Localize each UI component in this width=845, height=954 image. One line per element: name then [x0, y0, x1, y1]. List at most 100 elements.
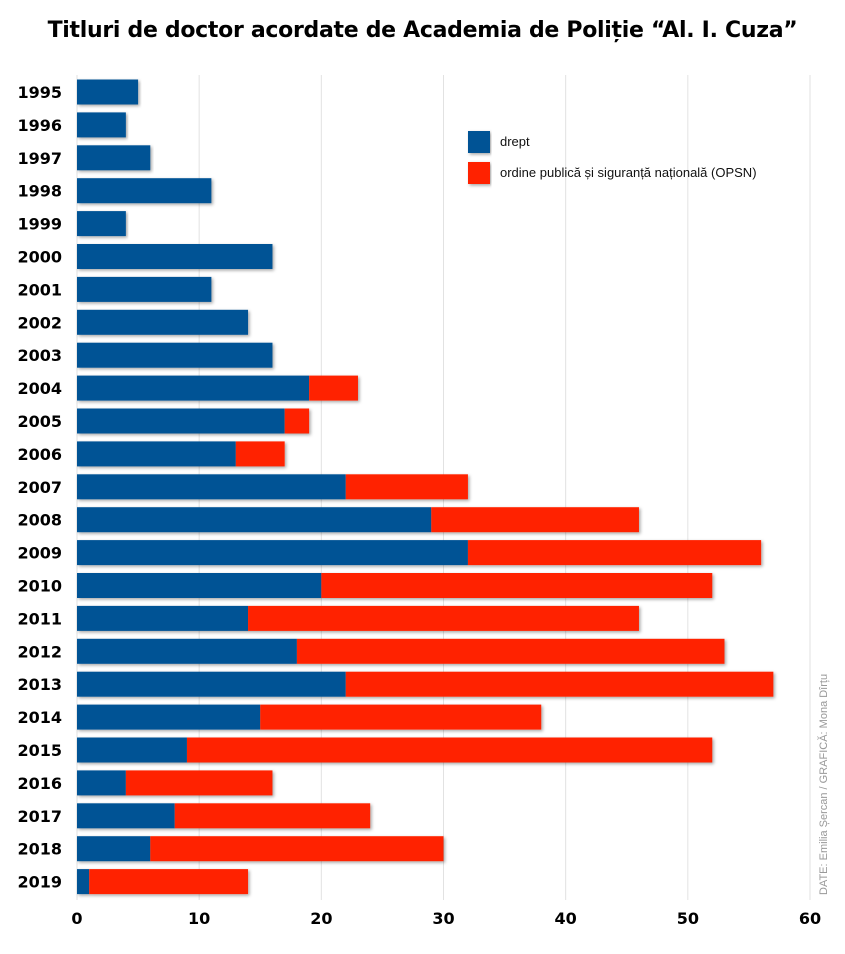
y-tick-label: 2003	[17, 346, 62, 365]
bar-drept	[77, 803, 175, 829]
x-tick-label: 60	[799, 909, 821, 928]
bar-group	[77, 803, 371, 829]
y-tick-label: 2006	[17, 445, 62, 464]
y-tick-label: 2005	[17, 412, 62, 431]
bar-drept	[77, 638, 297, 664]
bar-drept	[77, 540, 468, 566]
bar-opsn	[89, 869, 249, 895]
bar-group	[77, 178, 212, 204]
bar-drept	[77, 178, 212, 204]
bar-group	[77, 573, 713, 598]
bar-group	[77, 145, 151, 171]
bar-group	[77, 836, 444, 862]
bar-group	[77, 507, 639, 533]
bar-group	[77, 638, 725, 664]
y-tick-label: 2001	[17, 280, 62, 299]
bar-group	[77, 375, 358, 401]
y-tick-label: 2007	[17, 478, 62, 497]
bar-drept	[77, 375, 310, 401]
x-axis-labels: 0 10 20 30 40 50 60	[71, 909, 821, 928]
bar-drept	[77, 573, 322, 598]
y-axis-labels: 1995 1996 1997 1998 1999 2000 2001 2002 2003 2004…	[17, 83, 62, 892]
y-tick-label: 2011	[17, 609, 62, 628]
y-tick-label: 2012	[17, 642, 62, 661]
bar-opsn	[186, 737, 713, 763]
bar-group	[77, 342, 273, 368]
legend-swatch	[468, 131, 490, 153]
bar-drept	[77, 869, 90, 895]
y-tick-label: 1997	[17, 149, 62, 168]
legend: drept ordine publică și siguranță naționa…	[468, 131, 757, 184]
y-tick-label: 2004	[17, 379, 62, 398]
bar-opsn	[125, 770, 273, 796]
bar-group	[77, 79, 139, 105]
y-tick-label: 1999	[17, 215, 62, 234]
bar-group	[77, 869, 249, 895]
y-tick-label: 2016	[17, 774, 62, 793]
x-tick-label: 30	[432, 909, 454, 928]
bar-drept	[77, 211, 126, 237]
bar-drept	[77, 145, 151, 171]
y-tick-label: 2015	[17, 741, 62, 760]
bars	[77, 79, 774, 895]
y-tick-label: 2019	[17, 873, 62, 892]
bar-opsn	[309, 375, 358, 401]
bar-opsn	[431, 507, 639, 533]
bar-opsn	[345, 474, 468, 500]
bar-opsn	[321, 573, 713, 598]
y-tick-label: 2013	[17, 675, 62, 694]
y-tick-label: 2014	[17, 708, 62, 727]
bar-opsn	[296, 638, 725, 664]
bar-group	[77, 408, 310, 434]
y-tick-label: 2017	[17, 807, 62, 826]
bar-drept	[77, 309, 249, 335]
bar-group	[77, 309, 249, 335]
bar-drept	[77, 342, 273, 368]
bar-drept	[77, 474, 346, 500]
bar-drept	[77, 836, 151, 862]
bar-drept	[77, 112, 126, 138]
bar-group	[77, 244, 273, 269]
legend-swatch	[468, 162, 490, 184]
chart-title: Titluri de doctor acordate de Academia d…	[47, 18, 798, 43]
bar-drept	[77, 79, 139, 105]
bar-drept	[77, 704, 261, 730]
y-tick-label: 2009	[17, 544, 62, 563]
bar-group	[77, 737, 713, 763]
y-tick-label: 2010	[17, 577, 62, 596]
bar-group	[77, 770, 273, 796]
y-tick-label: 2018	[17, 840, 62, 859]
bar-opsn	[260, 704, 542, 730]
bar-drept	[77, 770, 126, 796]
bar-opsn	[150, 836, 444, 862]
bar-drept	[77, 441, 236, 467]
y-tick-label: 2000	[17, 248, 62, 267]
bar-group	[77, 704, 542, 730]
legend-label: ordine publică și siguranță națională (O…	[500, 165, 757, 180]
bar-group	[77, 112, 126, 138]
y-tick-label: 1998	[17, 182, 62, 201]
bar-opsn	[235, 441, 285, 467]
x-tick-label: 0	[71, 909, 82, 928]
y-tick-label: 2008	[17, 511, 62, 530]
x-tick-label: 40	[555, 909, 577, 928]
bar-opsn	[174, 803, 371, 829]
credit-text: DATE: Emilia Șercan / GRAFICĂ: Mona Dîrț…	[817, 674, 830, 895]
x-tick-label: 50	[677, 909, 699, 928]
x-tick-label: 20	[310, 909, 332, 928]
bar-opsn	[284, 408, 310, 434]
bar-drept	[77, 737, 187, 763]
bar-drept	[77, 671, 346, 697]
bar-group	[77, 276, 212, 302]
bar-drept	[77, 244, 273, 269]
y-tick-label: 2002	[17, 313, 62, 332]
bar-group	[77, 540, 762, 566]
y-tick-label: 1996	[17, 116, 62, 135]
bar-opsn	[248, 605, 639, 631]
x-tick-label: 10	[188, 909, 210, 928]
bar-group	[77, 211, 126, 237]
bar-opsn	[467, 540, 762, 566]
bar-drept	[77, 408, 285, 434]
bar-group	[77, 441, 285, 467]
